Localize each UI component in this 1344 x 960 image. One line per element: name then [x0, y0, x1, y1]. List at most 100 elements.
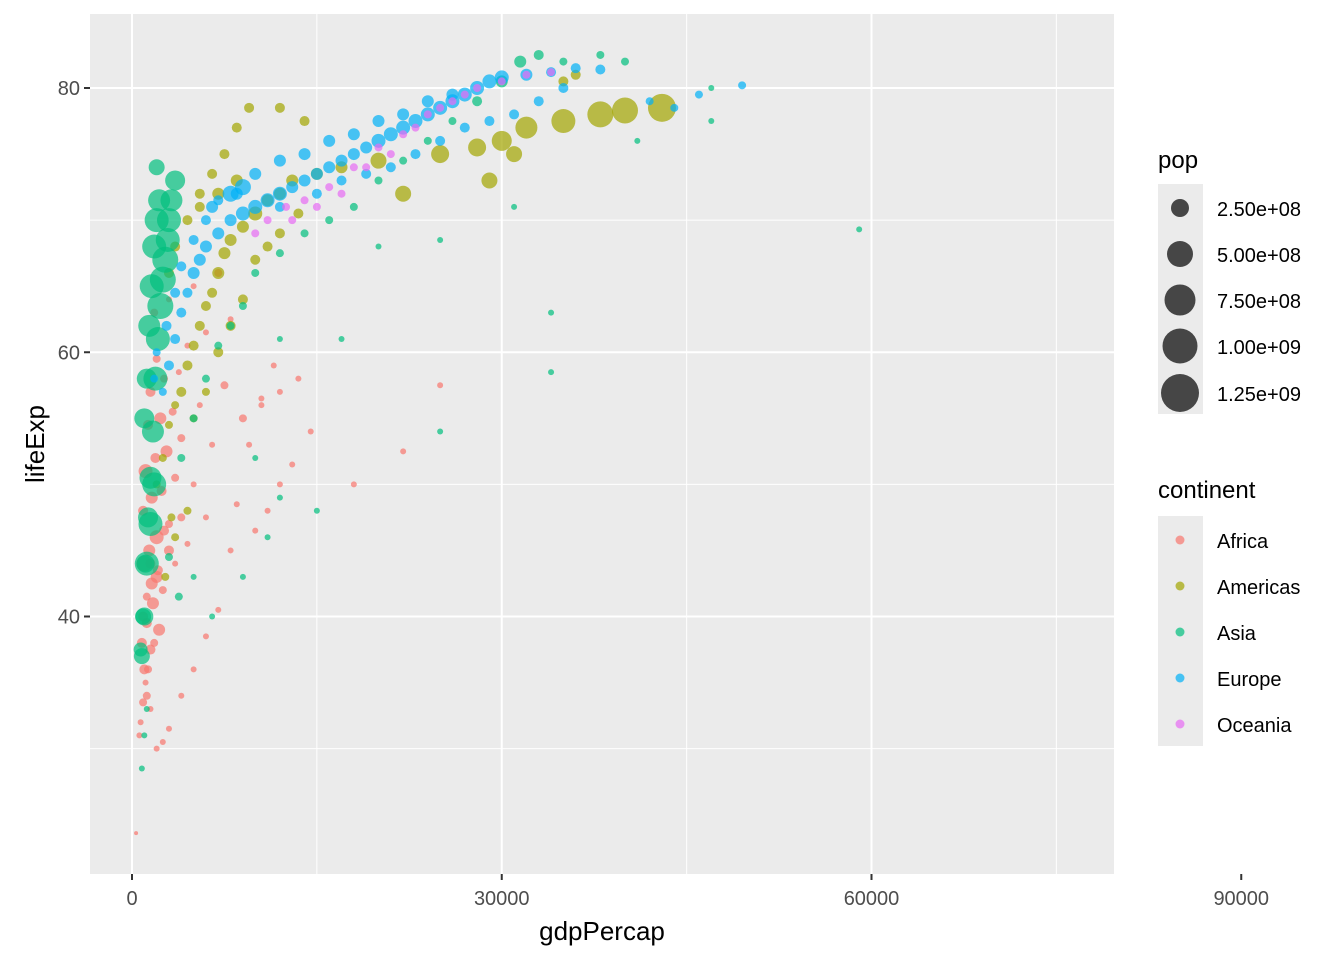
scatter-point-europe	[206, 200, 219, 213]
scatter-point-americas	[587, 101, 614, 128]
scatter-point-europe	[435, 135, 446, 146]
scatter-point-africa	[258, 402, 265, 409]
color-legend: continent Africa Americas Asia Europe Oceani…	[1158, 477, 1300, 746]
data-points	[133, 49, 863, 836]
scatter-point-asia	[136, 368, 157, 389]
scatter-point-americas	[158, 453, 167, 462]
scatter-point-asia	[338, 336, 345, 343]
scatter-point-americas	[182, 215, 193, 226]
scatter-point-oceania	[349, 163, 358, 172]
scatter-point-asia	[548, 309, 555, 316]
scatter-point-oceania	[374, 143, 383, 152]
scatter-point-asia	[139, 466, 162, 489]
scatter-point-europe	[176, 307, 187, 318]
scatter-point-americas	[612, 97, 638, 124]
scatter-point-americas	[207, 287, 218, 298]
scatter-point-oceania	[263, 216, 272, 225]
scatter-point-europe	[298, 174, 311, 187]
scatter-point-africa	[190, 666, 197, 673]
scatter-point-oceania	[288, 216, 297, 225]
scatter-point-asia	[856, 226, 863, 233]
scatter-point-americas	[176, 386, 187, 397]
scatter-point-asia	[596, 50, 605, 59]
scatter-point-europe	[170, 287, 181, 298]
scatter-point-asia	[276, 494, 283, 501]
scatter-point-asia	[164, 553, 173, 562]
scatter-point-americas	[431, 145, 450, 164]
scatter-point-europe	[336, 175, 347, 186]
scatter-point-africa	[264, 507, 271, 514]
scatter-point-africa	[165, 725, 172, 732]
scatter-point-europe	[509, 109, 520, 120]
scatter-point-americas	[164, 420, 173, 429]
scatter-point-asia	[135, 608, 152, 625]
scatter-point-africa	[150, 570, 163, 583]
scatter-point-europe	[150, 374, 159, 383]
color-legend-label: Europe	[1217, 669, 1282, 691]
scatter-point-americas	[491, 130, 512, 151]
size-legend-key	[1164, 284, 1196, 316]
scatter-point-europe	[286, 181, 299, 194]
scatter-point-americas	[551, 109, 576, 134]
scatter-point-europe	[199, 240, 212, 253]
scatter-point-americas	[200, 301, 211, 312]
scatter-point-africa	[159, 739, 166, 746]
scatter-point-americas	[237, 294, 248, 305]
x-tick-label: 60000	[844, 888, 900, 910]
scatter-point-oceania	[423, 110, 432, 119]
scatter-point-africa	[134, 831, 139, 836]
color-legend-label: Americas	[1217, 577, 1300, 599]
scatter-point-americas	[647, 93, 676, 122]
scatter-point-europe	[459, 122, 470, 133]
scatter-point-europe	[347, 128, 360, 141]
y-axis-ticks: 40 60 80	[58, 78, 90, 629]
scatter-point-africa	[146, 597, 159, 610]
scatter-point-asia	[252, 454, 259, 461]
scatter-point-africa	[209, 441, 216, 448]
scatter-point-europe	[410, 149, 421, 160]
scatter-point-europe	[694, 90, 703, 99]
scatter-point-americas	[506, 146, 523, 163]
scatter-point-americas	[262, 241, 273, 252]
scatter-point-americas	[182, 360, 193, 371]
scatter-point-africa	[139, 698, 148, 707]
scatter-point-asia	[139, 274, 164, 299]
size-legend-key	[1171, 199, 1189, 217]
scatter-point-europe	[224, 214, 237, 227]
scatter-point-africa	[178, 692, 185, 699]
scatter-point-americas	[201, 387, 210, 396]
scatter-point-americas	[293, 208, 304, 219]
scatter-point-asia	[708, 118, 715, 125]
scatter-point-europe	[176, 261, 187, 272]
scatter-point-africa	[350, 481, 357, 488]
scatter-point-africa	[171, 473, 180, 482]
scatter-point-asia	[511, 203, 518, 210]
scatter-point-africa	[258, 395, 265, 402]
scatter-point-asia	[437, 428, 444, 435]
scatter-point-asia	[533, 49, 544, 60]
y-tick-label: 80	[58, 78, 80, 100]
scatter-point-africa	[276, 388, 283, 395]
scatter-point-africa	[136, 732, 143, 739]
scatter-point-africa	[276, 481, 283, 488]
scatter-point-asia	[214, 341, 223, 350]
scatter-point-africa	[168, 407, 177, 416]
scatter-point-oceania	[460, 90, 469, 99]
scatter-point-oceania	[411, 123, 420, 132]
scatter-point-asia	[148, 159, 165, 176]
scatter-point-asia	[201, 374, 210, 383]
scatter-point-europe	[484, 116, 495, 127]
scatter-point-oceania	[386, 150, 395, 159]
scatter-point-oceania	[399, 130, 408, 139]
scatter-point-africa	[175, 369, 182, 376]
scatter-point-europe	[158, 387, 167, 396]
scatter-point-africa	[307, 428, 314, 435]
scatter-point-europe	[482, 74, 497, 89]
scatter-point-africa	[152, 354, 161, 363]
scatter-point-asia	[190, 573, 197, 580]
scatter-point-africa	[153, 623, 166, 636]
scatter-point-africa	[227, 316, 234, 323]
scatter-point-americas	[171, 401, 180, 410]
scatter-point-asia	[325, 216, 334, 225]
scatter-point-africa	[137, 719, 144, 726]
